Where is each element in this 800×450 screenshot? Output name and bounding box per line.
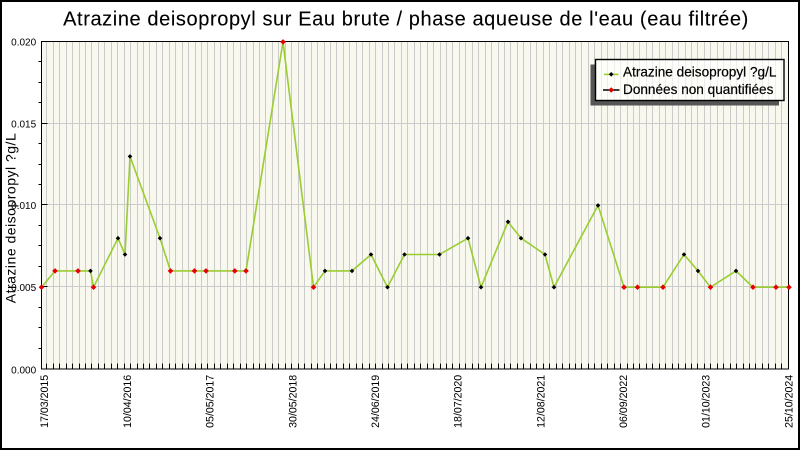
svg-text:0.015: 0.015 bbox=[11, 120, 36, 131]
svg-text:10/04/2016: 10/04/2016 bbox=[122, 375, 134, 428]
svg-text:0.005: 0.005 bbox=[11, 283, 36, 294]
svg-text:0.010: 0.010 bbox=[11, 201, 36, 212]
svg-text:Atrazine deisopropyl ?g/L: Atrazine deisopropyl ?g/L bbox=[623, 65, 777, 80]
svg-text:01/10/2023: 01/10/2023 bbox=[701, 375, 713, 428]
svg-text:Données non quantifiées: Données non quantifiées bbox=[623, 82, 774, 97]
svg-text:30/05/2018: 30/05/2018 bbox=[287, 375, 299, 428]
svg-text:18/07/2020: 18/07/2020 bbox=[453, 375, 465, 428]
svg-text:12/08/2021: 12/08/2021 bbox=[535, 375, 547, 428]
svg-text:06/09/2022: 06/09/2022 bbox=[618, 375, 630, 428]
svg-text:0.020: 0.020 bbox=[11, 38, 36, 49]
svg-text:Atrazine deisopropyl ?g/L: Atrazine deisopropyl ?g/L bbox=[3, 133, 19, 304]
svg-text:05/05/2017: 05/05/2017 bbox=[205, 375, 217, 428]
svg-text:24/06/2019: 24/06/2019 bbox=[370, 375, 382, 428]
svg-text:17/03/2015: 17/03/2015 bbox=[39, 375, 51, 428]
svg-text:Atrazine deisopropyl sur Eau b: Atrazine deisopropyl sur Eau brute / pha… bbox=[63, 9, 749, 31]
svg-text:25/10/2024: 25/10/2024 bbox=[783, 375, 795, 428]
svg-text:0.000: 0.000 bbox=[11, 365, 36, 376]
